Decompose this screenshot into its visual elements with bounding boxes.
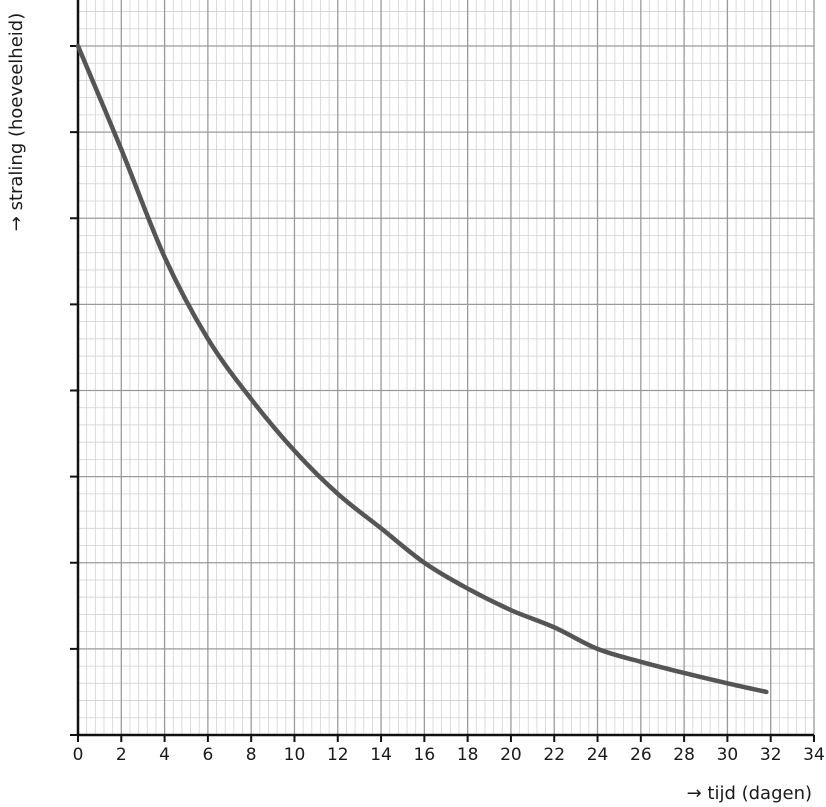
series-group xyxy=(75,43,769,695)
x-tick-label: 24 xyxy=(587,745,609,765)
x-tick-label: 2 xyxy=(116,745,127,765)
x-tick-label: 20 xyxy=(500,745,522,765)
x-tick-label: 12 xyxy=(327,745,349,765)
axes xyxy=(76,0,814,737)
x-tick-label: 22 xyxy=(543,745,565,765)
x-tick-label: 14 xyxy=(370,745,392,765)
x-tick-label: 18 xyxy=(457,745,479,765)
axis-ticks xyxy=(70,45,815,742)
x-tick-labels: 0 2 4 6 8 10 12 14 16 18 20 22 24 26 28 30 32 34 xyxy=(73,745,825,765)
minor-grid xyxy=(78,0,814,735)
y-axis-label: → straling (hoeveelheid) xyxy=(6,13,27,231)
x-tick-label: 8 xyxy=(246,745,257,765)
x-tick-label: 10 xyxy=(284,745,306,765)
major-grid xyxy=(77,0,815,736)
x-tick-label: 16 xyxy=(414,745,436,765)
series-line-0 xyxy=(75,43,769,695)
x-tick-label: 26 xyxy=(630,745,652,765)
x-tick-label: 28 xyxy=(673,745,695,765)
x-tick-label: 0 xyxy=(73,745,84,765)
x-tick-label: 34 xyxy=(803,745,825,765)
x-axis-label: → tijd (dagen) xyxy=(687,783,812,804)
x-tick-label: 6 xyxy=(202,745,213,765)
x-tick-label: 30 xyxy=(717,745,739,765)
x-tick-label: 4 xyxy=(159,745,170,765)
x-tick-label: 32 xyxy=(760,745,782,765)
